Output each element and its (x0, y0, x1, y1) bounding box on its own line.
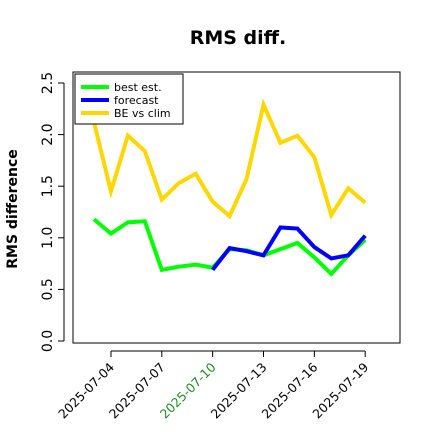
y-tick-label: 0.5 (40, 278, 56, 300)
y-tick-label: 0.0 (40, 330, 56, 352)
y-tick-label: 1.5 (40, 175, 56, 197)
plot-frame (72, 71, 401, 344)
legend-label: best est. (114, 81, 162, 94)
y-tick-label: 2.0 (40, 123, 56, 145)
legend-label: forecast (114, 94, 159, 107)
series-layer (92, 98, 367, 277)
series-line-be-vs-clim (92, 98, 367, 220)
y-tick-label: 1.0 (40, 227, 56, 249)
chart-title: RMS diff. (190, 27, 287, 49)
y-axis-label: RMS difference (5, 149, 21, 269)
legend-label: BE vs clim (114, 107, 171, 120)
series-line-forecast (211, 225, 367, 272)
y-tick-label: 2.5 (40, 72, 56, 94)
